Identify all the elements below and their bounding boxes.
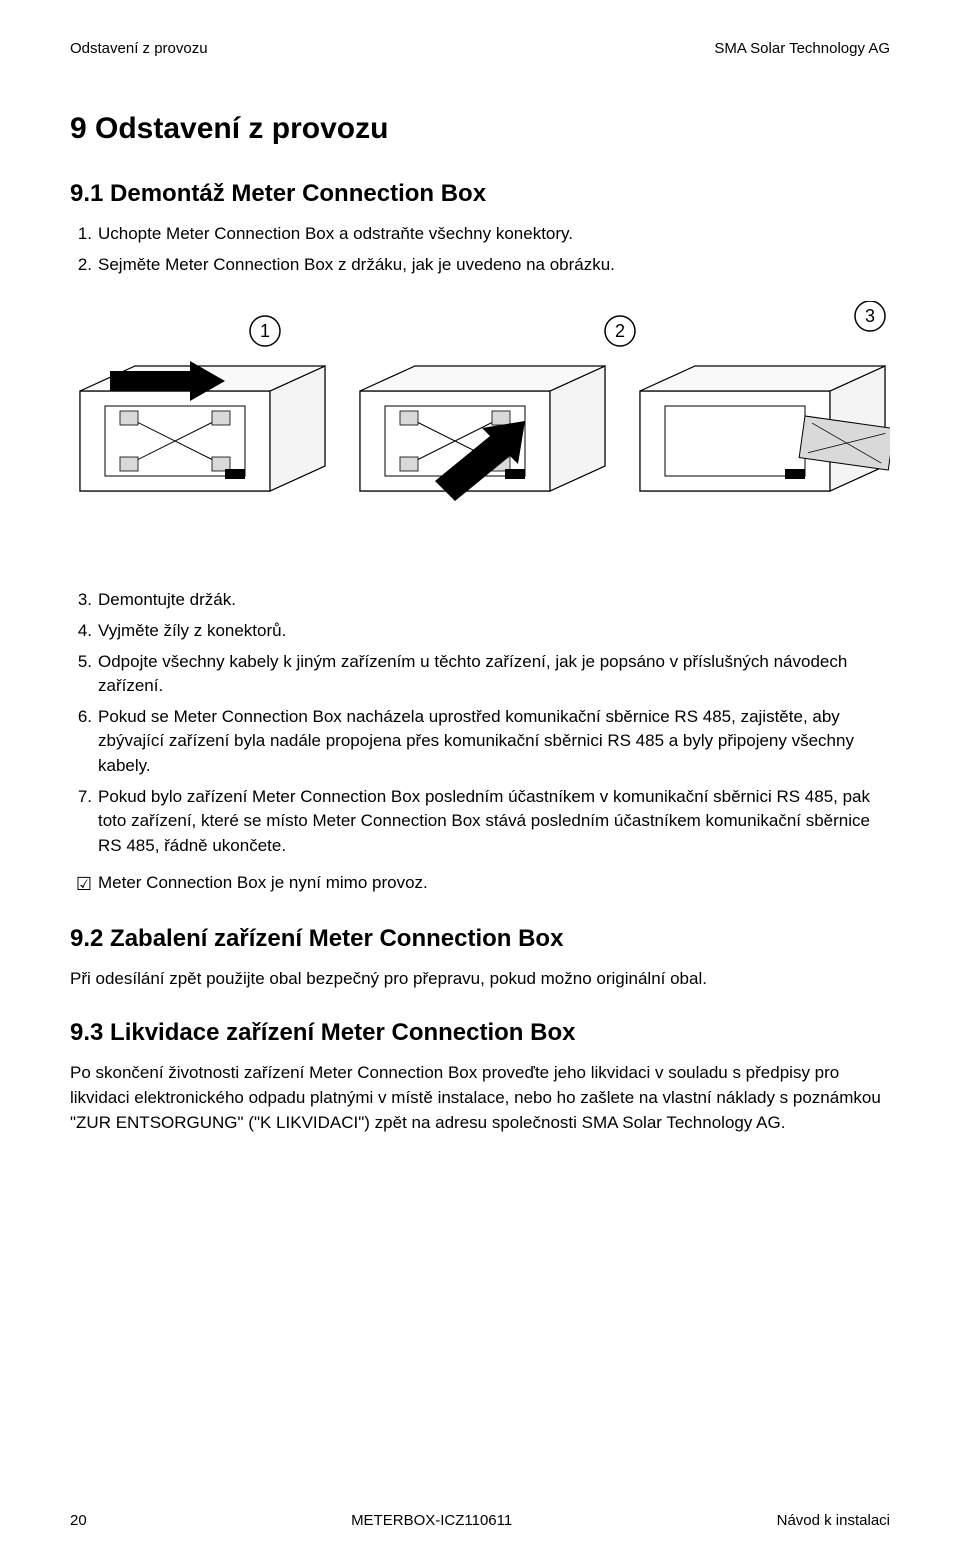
steps-after-figure: 3. Demontujte držák. 4. Vyjměte žíly z k…	[70, 588, 890, 864]
figure-removal-steps: 1 2	[70, 301, 890, 566]
heading-chapter: 9 Odstavení z provozu	[70, 112, 890, 146]
step-text: Pokud bylo zařízení Meter Connection Box…	[98, 785, 890, 859]
result-check: ☑ Meter Connection Box je nyní mimo prov…	[70, 871, 890, 897]
check-text: Meter Connection Box je nyní mimo provoz…	[98, 871, 428, 896]
list-item: 3. Demontujte držák.	[70, 588, 890, 613]
page-footer: 20 METERBOX-ICZ110611 Návod k instalaci	[70, 1472, 890, 1529]
header-left: Odstavení z provozu	[70, 40, 208, 57]
section-3-body: Po skončení životnosti zařízení Meter Co…	[70, 1061, 890, 1135]
step-text: Pokud se Meter Connection Box nacházela …	[98, 705, 890, 779]
svg-text:3: 3	[865, 306, 875, 326]
page-header: Odstavení z provozu SMA Solar Technology…	[70, 40, 890, 57]
step-number: 6.	[70, 705, 98, 779]
step-number: 4.	[70, 619, 98, 644]
step-number: 1.	[70, 222, 98, 247]
step-number: 2.	[70, 253, 98, 278]
step-number: 3.	[70, 588, 98, 613]
step-text: Sejměte Meter Connection Box z držáku, j…	[98, 253, 890, 278]
step-text: Odpojte všechny kabely k jiným zařízením…	[98, 650, 890, 699]
page: Odstavení z provozu SMA Solar Technology…	[0, 0, 960, 1559]
list-item: 7. Pokud bylo zařízení Meter Connection …	[70, 785, 890, 859]
list-item: 2. Sejměte Meter Connection Box z držáku…	[70, 253, 890, 278]
list-item: 6. Pokud se Meter Connection Box nacháze…	[70, 705, 890, 779]
heading-section-1: 9.1 Demontáž Meter Connection Box	[70, 180, 890, 208]
list-item: 1. Uchopte Meter Connection Box a odstra…	[70, 222, 890, 247]
figure-svg: 1 2	[70, 301, 890, 561]
heading-section-2: 9.2 Zabalení zařízení Meter Connection B…	[70, 925, 890, 953]
step-number: 7.	[70, 785, 98, 859]
heading-section-3: 9.3 Likvidace zařízení Meter Connection …	[70, 1019, 890, 1047]
list-item: 4. Vyjměte žíly z konektorů.	[70, 619, 890, 644]
list-item: 5. Odpojte všechny kabely k jiným zaříze…	[70, 650, 890, 699]
section-2-body: Při odesílání zpět použijte obal bezpečn…	[70, 967, 890, 992]
checkbox-icon: ☑	[70, 871, 98, 897]
header-right: SMA Solar Technology AG	[714, 40, 890, 57]
step-text: Demontujte držák.	[98, 588, 890, 613]
footer-doc-id: METERBOX-ICZ110611	[351, 1512, 512, 1529]
svg-text:1: 1	[260, 321, 270, 341]
step-number: 5.	[70, 650, 98, 699]
steps-before-figure: 1. Uchopte Meter Connection Box a odstra…	[70, 222, 890, 283]
step-text: Uchopte Meter Connection Box a odstraňte…	[98, 222, 890, 247]
step-text: Vyjměte žíly z konektorů.	[98, 619, 890, 644]
footer-doc-type: Návod k instalaci	[777, 1512, 890, 1529]
svg-text:2: 2	[615, 321, 625, 341]
footer-page-number: 20	[70, 1512, 87, 1529]
